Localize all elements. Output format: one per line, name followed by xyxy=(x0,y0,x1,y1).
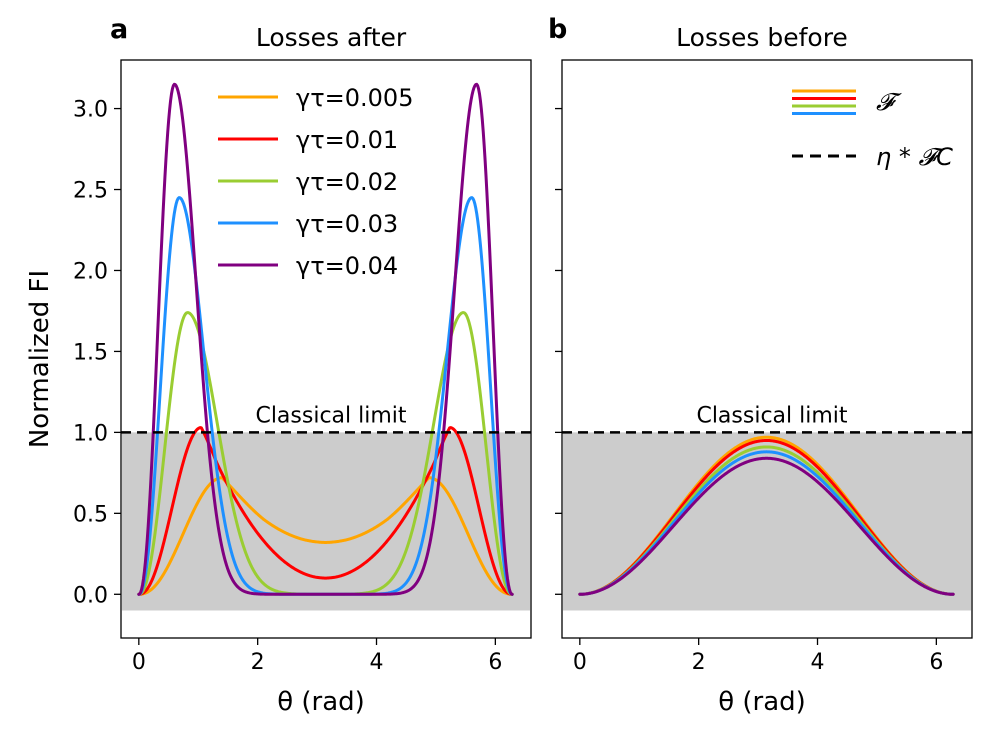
legend-label-3: γτ=0.03 xyxy=(296,210,398,238)
panel-b-title: Losses before xyxy=(676,23,848,52)
panel-a-x-tick-label: 2 xyxy=(251,650,265,675)
panel-a-title: Losses after xyxy=(256,23,407,52)
legend-label-0: γτ=0.005 xyxy=(296,84,413,112)
panel-b: Classical limit 0 2 4 6 Losses before b θ (… xyxy=(548,14,973,717)
panel-a-curves xyxy=(137,82,514,596)
panel-a-letter: a xyxy=(110,14,128,45)
panel-a: Classical limit 0 2 4 6 0.0 0.5 1.0 1.5 2.0 2.5 3… xyxy=(25,14,532,717)
panel-a-x-ticks: 0 2 4 6 xyxy=(132,638,502,675)
panel-a-classical-limit-label: Classical limit xyxy=(255,403,406,428)
panel-a-y-tick-label: 0.5 xyxy=(73,502,108,527)
panel-b-x-tick-label: 2 xyxy=(692,650,706,675)
panel-b-shaded-region xyxy=(563,432,971,611)
panel-a-x-tick-label: 4 xyxy=(370,650,384,675)
panel-a-y-ticks: 0.0 0.5 1.0 1.5 2.0 2.5 3.0 xyxy=(73,98,121,608)
legend-label-4: γτ=0.04 xyxy=(296,252,398,280)
panel-a-series-line-4 xyxy=(137,82,514,596)
panel-a-y-tick-label: 1.5 xyxy=(73,340,108,365)
panel-b-classical-limit-label: Classical limit xyxy=(696,403,847,428)
panel-b-x-tick-label: 6 xyxy=(929,650,943,675)
legend-eta-fc-label: η * 𝓕C xyxy=(876,143,953,171)
panel-a-frame xyxy=(120,59,532,639)
legend-label-1: γτ=0.01 xyxy=(296,126,398,154)
panel-b-x-ticks: 0 2 4 6 xyxy=(573,638,943,675)
panel-b-curves xyxy=(578,435,955,596)
panel-a-x-tick-label: 0 xyxy=(132,650,146,675)
panel-b-x-axis-label: θ (rad) xyxy=(718,687,806,717)
legend-label-2: γτ=0.02 xyxy=(296,168,398,196)
panel-a-y-tick-label: 2.5 xyxy=(73,179,108,204)
panel-b-legend: 𝓕η * 𝓕C xyxy=(792,88,953,171)
panel-a-x-tick-label: 6 xyxy=(488,650,502,675)
panel-a-series-line-0 xyxy=(137,476,514,596)
panel-a-y-tick-label: 1.0 xyxy=(73,421,108,446)
panel-a-legend: γτ=0.005 γτ=0.01 γτ=0.02 γτ=0.03 γτ=0.04 xyxy=(218,84,413,280)
panel-b-y-ticks xyxy=(555,107,562,595)
panel-b-series-line-4 xyxy=(578,456,955,596)
panel-b-x-tick-label: 4 xyxy=(811,650,825,675)
panel-a-x-axis-label: θ (rad) xyxy=(277,687,365,717)
panel-a-y-tick-label: 0.0 xyxy=(73,583,108,608)
panel-b-letter: b xyxy=(548,14,567,45)
panel-b-frame xyxy=(561,59,973,639)
panel-a-y-tick-label: 3.0 xyxy=(73,98,108,123)
panel-b-x-tick-label: 0 xyxy=(573,650,587,675)
panel-a-series-line-1 xyxy=(137,426,514,596)
y-axis-label: Normalized FI xyxy=(25,270,55,448)
legend-f-label: 𝓕 xyxy=(876,88,902,116)
panel-a-y-tick-label: 2.0 xyxy=(73,259,108,284)
